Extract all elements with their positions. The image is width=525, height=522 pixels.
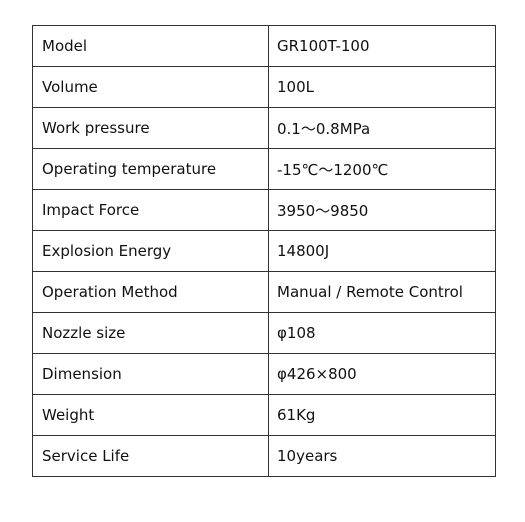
table-row: Work pressure 0.1～0.8MPa [32,107,496,149]
spec-label: Dimension [32,353,269,395]
table-row: Dimension φ426×800 [32,353,496,395]
spec-value: 3950～9850 [268,189,496,231]
spec-value: GR100T-100 [268,25,496,67]
table-row: Operation Method Manual / Remote Control [32,271,496,313]
spec-label: Explosion Energy [32,230,269,272]
spec-value: 0.1～0.8MPa [268,107,496,149]
spec-value: 100L [268,66,496,108]
spec-value: 10years [268,435,496,477]
spec-label: Volume [32,66,269,108]
table-row: Impact Force 3950～9850 [32,189,496,231]
table-row: Model GR100T-100 [32,25,496,67]
spec-value: φ426×800 [268,353,496,395]
spec-label: Weight [32,394,269,436]
spec-label: Impact Force [32,189,269,231]
table-row: Nozzle size φ108 [32,312,496,354]
spec-label: Model [32,25,269,67]
spec-value: 61Kg [268,394,496,436]
spec-label: Operation Method [32,271,269,313]
spec-label: Nozzle size [32,312,269,354]
spec-table: Model GR100T-100 Volume 100L Work pressure 0.… [32,25,496,477]
spec-value: Manual / Remote Control [268,271,496,313]
table-body: Model GR100T-100 Volume 100L Work pressure 0.… [32,25,496,477]
spec-label: Work pressure [32,107,269,149]
table-row: Weight 61Kg [32,394,496,436]
spec-label: Service Life [32,435,269,477]
spec-value: φ108 [268,312,496,354]
spec-value: -15℃～1200℃ [268,148,496,190]
table-row: Explosion Energy 14800J [32,230,496,272]
spec-value: 14800J [268,230,496,272]
table-row: Service Life 10years [32,435,496,477]
table-row: Volume 100L [32,66,496,108]
spec-label: Operating temperature [32,148,269,190]
table-row: Operating temperature -15℃～1200℃ [32,148,496,190]
